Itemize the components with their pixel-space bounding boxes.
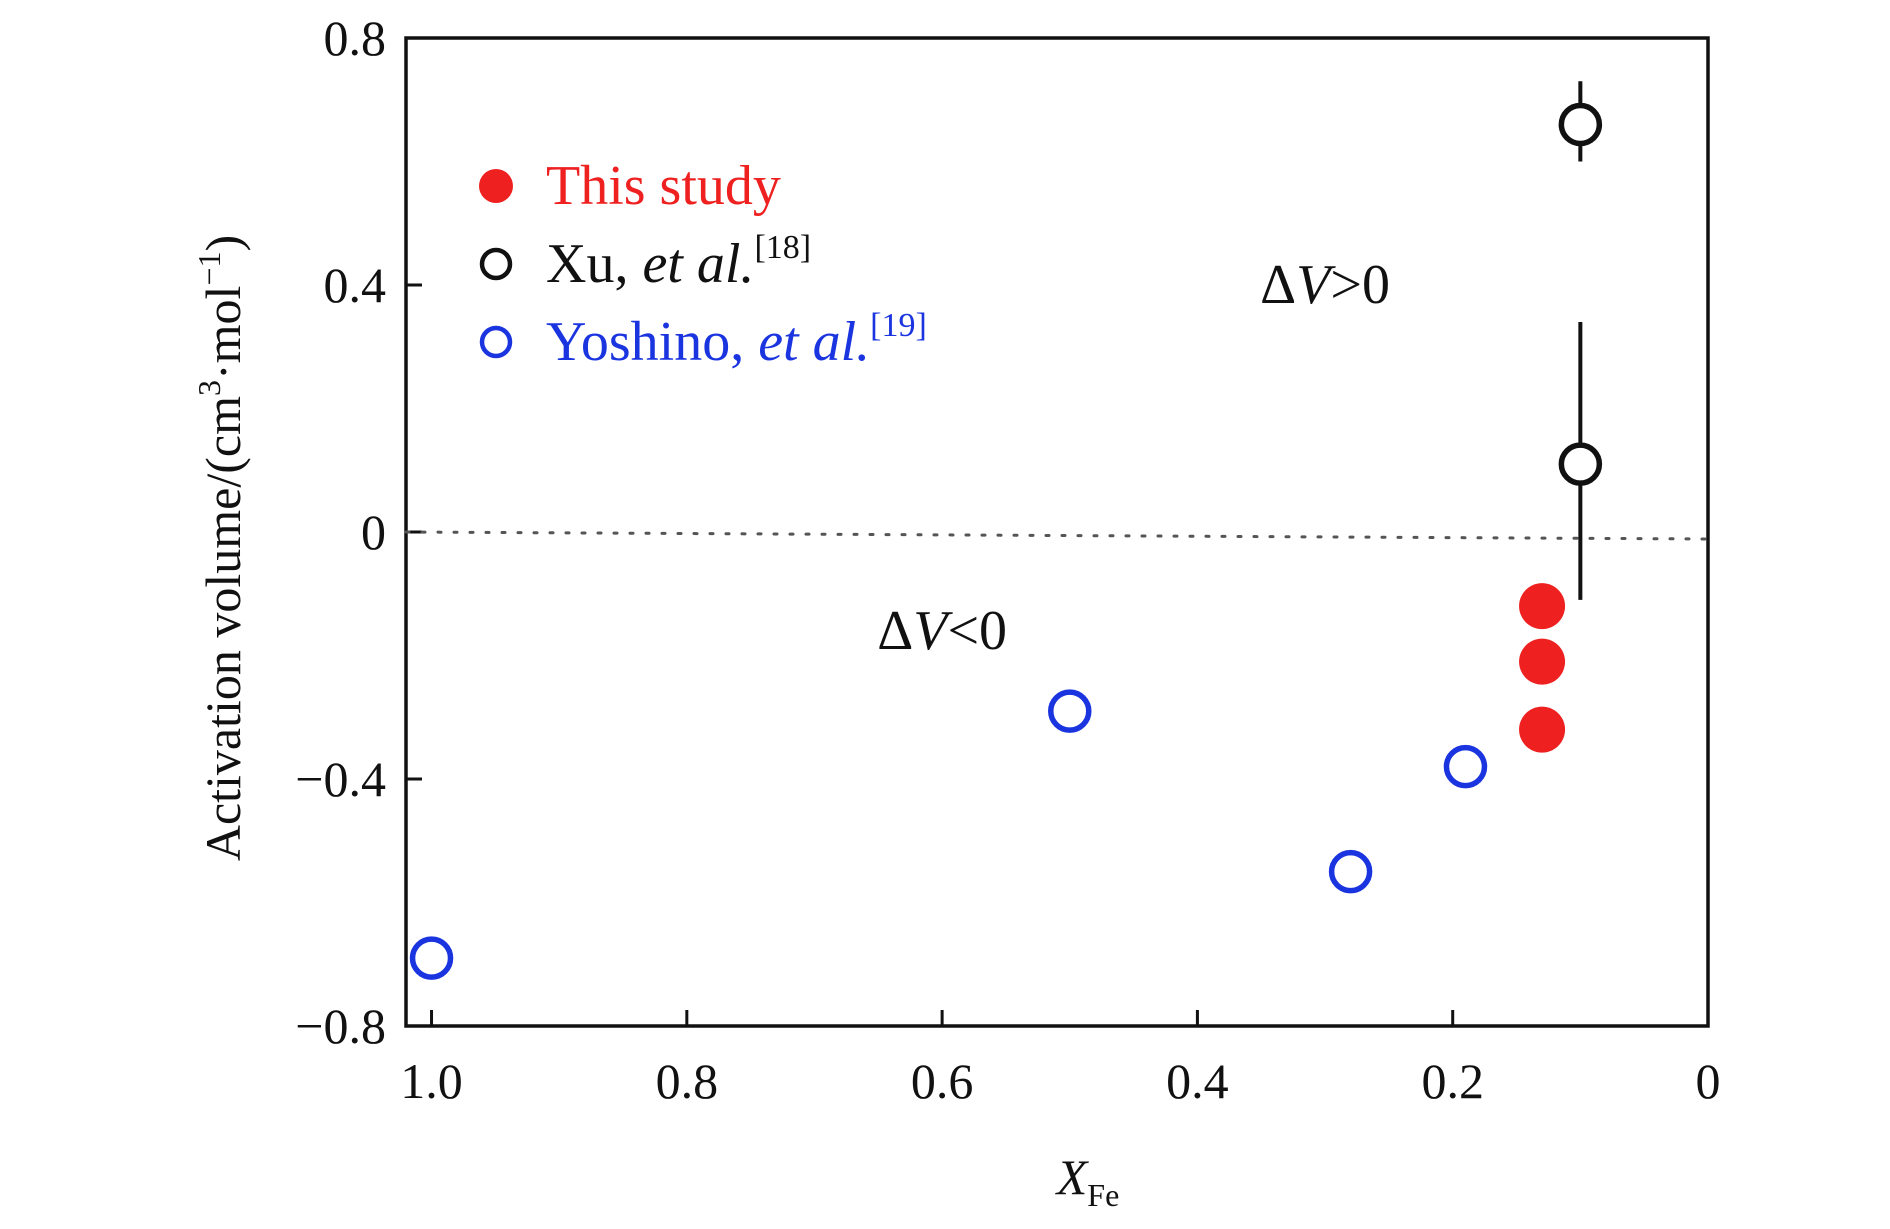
x-tick-label: 0.6	[911, 1053, 974, 1109]
data-point	[1558, 102, 1603, 147]
legend-label: Yoshino, et al.[19]	[546, 307, 927, 373]
legend-label: This study	[546, 155, 781, 217]
series-2	[1558, 81, 1603, 600]
legend-marker	[479, 169, 513, 203]
legend-marker	[479, 247, 513, 281]
series-1	[1519, 583, 1566, 753]
legend-label: Xu, et al.[18]	[546, 229, 811, 295]
data-point	[1519, 638, 1566, 685]
delta-v-annotation: ΔV>0	[1260, 254, 1390, 316]
x-axis-label: XFe	[1055, 1149, 1120, 1213]
y-axis-label: Activation volume/(cm3·mol−1)	[191, 235, 251, 861]
x-tick-label: 0.8	[656, 1053, 719, 1109]
y-tick-label: −0.8	[295, 998, 386, 1054]
data-point	[1519, 706, 1566, 753]
legend: This study Xu, et al.[18] Yoshino, et al.[…	[479, 155, 927, 373]
x-tick-label: 0.4	[1166, 1053, 1229, 1109]
data-point	[1328, 849, 1373, 894]
legend-marker	[479, 325, 513, 359]
y-tick-label: 0	[361, 504, 386, 560]
y-tick-label: 0.8	[324, 10, 387, 66]
x-tick-label: 0	[1696, 1053, 1721, 1109]
data-layer	[409, 81, 1603, 980]
x-tick-label: 1.0	[400, 1053, 463, 1109]
data-point	[1048, 689, 1092, 733]
reference-line-layer	[404, 530, 1710, 541]
y-tick-label: −0.4	[295, 751, 386, 807]
zero-reference-line	[404, 530, 1710, 541]
data-point	[1519, 583, 1566, 630]
data-point	[409, 936, 454, 980]
series-3	[409, 689, 1488, 980]
data-point	[1558, 442, 1603, 486]
y-tick-label: 0.4	[324, 257, 387, 313]
annotations: ΔV>0 ΔV<0	[877, 254, 1390, 662]
data-point	[1443, 744, 1488, 789]
axes-layer: 1.0 0.8 0.6 0.4 0.2 0 0.8 0.4 0 −0.4 −0.8	[295, 10, 1720, 1109]
delta-v-annotation: ΔV<0	[877, 600, 1007, 662]
x-tick-label: 0.2	[1421, 1053, 1484, 1109]
